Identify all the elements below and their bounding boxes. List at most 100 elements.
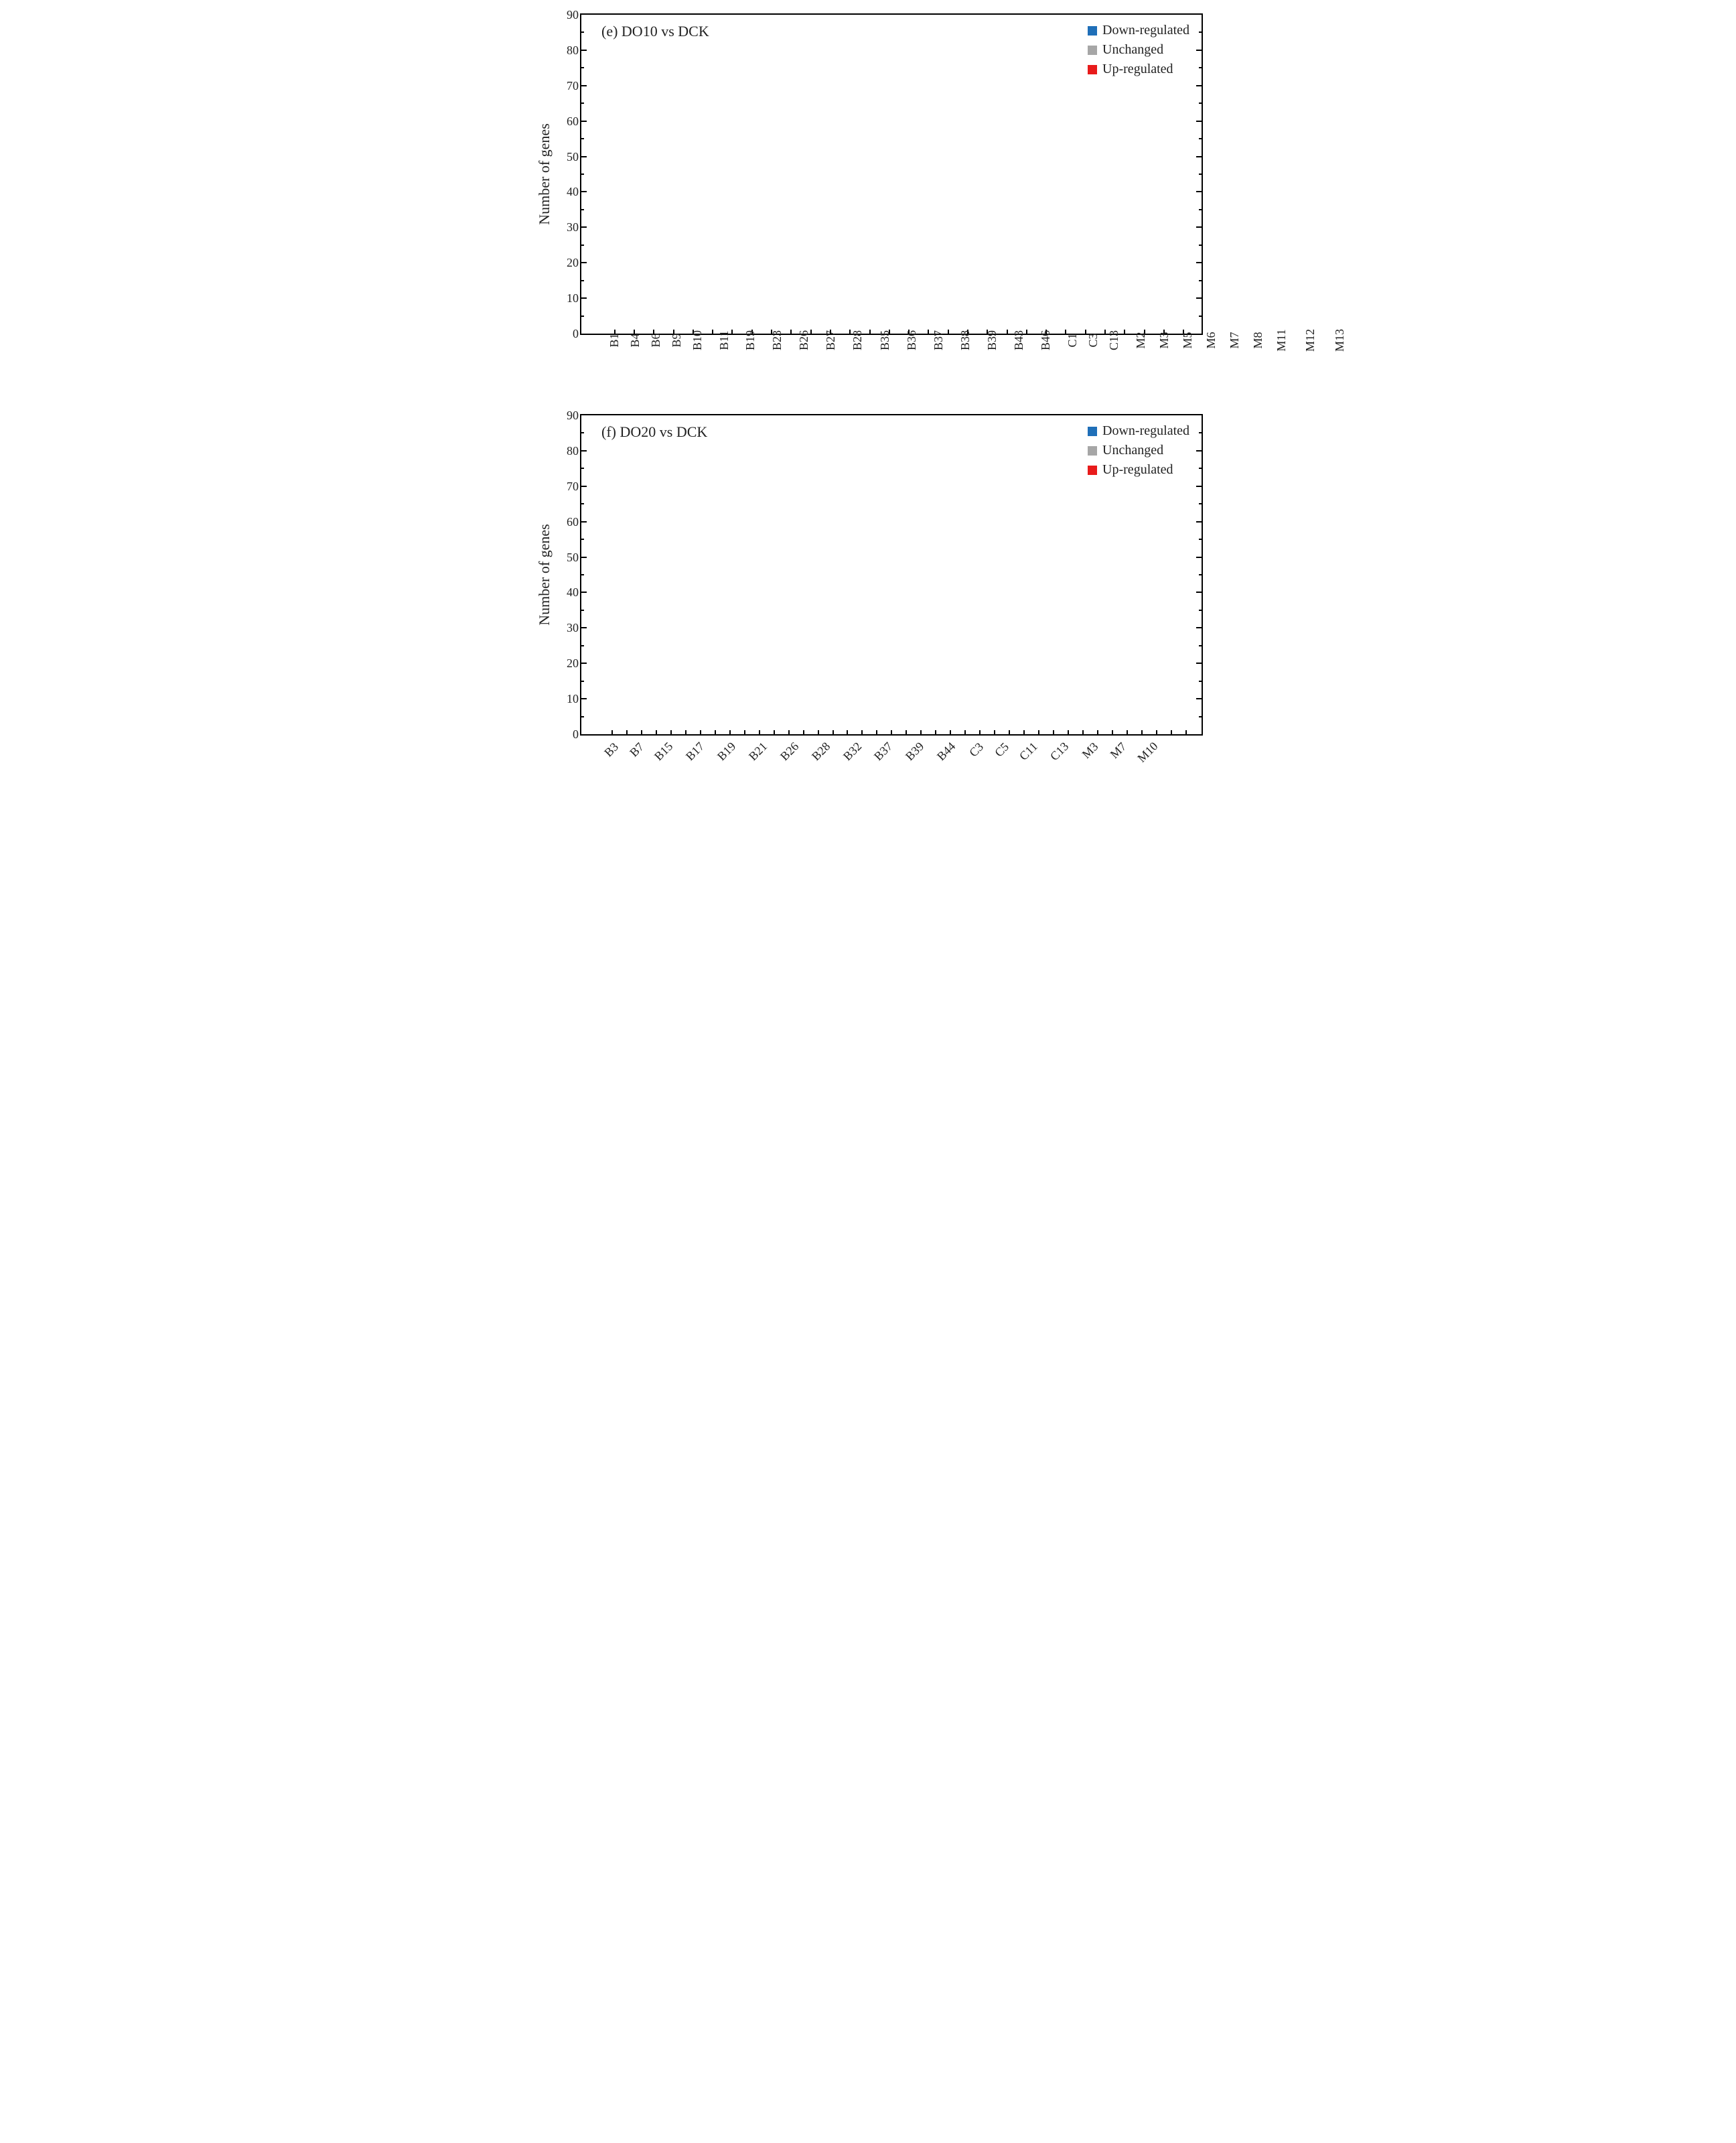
x-tick-label: M10 — [1138, 741, 1161, 781]
x-tick-mark — [964, 730, 966, 736]
x-tick-mark — [818, 730, 819, 736]
x-tick-mark — [861, 730, 863, 736]
x-tick-label — [1183, 741, 1195, 781]
y-tick-label: 80 — [560, 444, 579, 458]
x-tick-mark — [906, 730, 907, 736]
y-tick-label: 0 — [560, 728, 579, 742]
x-tick-mark — [1097, 730, 1098, 736]
x-tick-mark — [1127, 730, 1128, 736]
plot-area: Number of genes0102030405060708090(e) DO… — [580, 13, 1203, 335]
x-tick-label: B19 — [717, 741, 737, 781]
y-tick-label: 20 — [560, 256, 579, 270]
y-tick-label: 60 — [560, 515, 579, 529]
x-tick-label: M3 — [1082, 741, 1098, 781]
y-tick-label: 60 — [560, 115, 579, 129]
x-tick-mark — [920, 730, 922, 736]
x-tick-mark — [641, 730, 642, 736]
y-tick-label: 90 — [560, 8, 579, 22]
x-tick-mark — [876, 730, 877, 736]
y-axis-label: Number of genes — [536, 524, 553, 626]
x-tick-label: B21 — [749, 741, 769, 781]
x-tick-label: B1 — [603, 340, 624, 381]
x-tick-mark — [1023, 730, 1025, 736]
x-tick-mark — [774, 730, 775, 736]
x-tick-label: B27 — [820, 340, 847, 381]
x-tick-label: B43 — [1008, 340, 1035, 381]
y-tick-label: 80 — [560, 44, 579, 58]
x-tick-mark — [744, 730, 745, 736]
x-tick-label: B17 — [686, 741, 706, 781]
x-tick-label: B35 — [874, 340, 901, 381]
x-tick-label: B23 — [766, 340, 793, 381]
x-tick-label: B26 — [780, 741, 800, 781]
x-tick-label: B26 — [793, 340, 820, 381]
y-tick-label: 40 — [560, 585, 579, 600]
x-tick-mark — [700, 730, 701, 736]
bars-area — [605, 415, 1194, 734]
x-tick-mark — [847, 730, 848, 736]
y-tick-label: 10 — [560, 692, 579, 706]
chart-f: Number of genes0102030405060708090(f) DO… — [533, 414, 1203, 781]
x-tick-label: B32 — [843, 741, 863, 781]
x-tick-mark — [833, 730, 834, 736]
chart-e: Number of genes0102030405060708090(e) DO… — [533, 13, 1203, 381]
x-tick-mark — [994, 730, 995, 736]
x-tick-mark — [626, 730, 628, 736]
x-tick-label: B39 — [906, 741, 926, 781]
x-tick-mark — [803, 730, 804, 736]
x-tick-label: C3 — [968, 741, 983, 781]
x-tick-mark — [1171, 730, 1172, 736]
x-axis-labels: B3B7B15B17B19B21B26B28B32B37B39B44C3C5C1… — [580, 741, 1203, 781]
x-tick-mark — [670, 730, 672, 736]
y-tick-label: 0 — [560, 327, 579, 341]
x-tick-label: B44 — [937, 741, 957, 781]
x-tick-label: B28 — [847, 340, 873, 381]
x-tick-mark — [715, 730, 716, 736]
y-tick-label: 70 — [560, 79, 579, 93]
x-tick-mark — [1141, 730, 1143, 736]
x-tick-mark — [1009, 730, 1010, 736]
x-tick-label: B38 — [954, 340, 981, 381]
y-tick-label: 50 — [560, 551, 579, 565]
y-tick-label: 30 — [560, 621, 579, 635]
x-tick-label: B19 — [739, 340, 766, 381]
y-tick-label: 70 — [560, 480, 579, 494]
x-axis-labels: B1B4B6B9B10B11B19B23B26B27B28B35B36B37B3… — [580, 340, 1203, 381]
y-tick-label: 90 — [560, 409, 579, 423]
x-tick-mark — [611, 730, 613, 736]
x-tick-label: B37 — [874, 741, 894, 781]
plot-area: Number of genes0102030405060708090(f) DO… — [580, 414, 1203, 736]
x-tick-label: M11 — [1271, 340, 1299, 381]
y-tick-label: 50 — [560, 150, 579, 164]
x-tick-label: B37 — [928, 340, 954, 381]
x-tick-label: M13 — [1329, 340, 1358, 381]
x-tick-label: B3 — [603, 741, 618, 781]
x-tick-mark — [729, 730, 731, 736]
bars-area — [605, 15, 1194, 334]
x-tick-mark — [950, 730, 951, 736]
x-tick-label: B46 — [1035, 340, 1062, 381]
x-tick-mark — [685, 730, 686, 736]
y-tick-label: 40 — [560, 185, 579, 199]
y-tick-label: 30 — [560, 220, 579, 234]
x-tick-label: B36 — [901, 340, 928, 381]
x-tick-mark — [891, 730, 892, 736]
x-tick-mark — [1068, 730, 1069, 736]
x-tick-label: B28 — [812, 741, 832, 781]
x-tick-label: M12 — [1299, 340, 1329, 381]
x-tick-label: C13 — [1050, 741, 1070, 781]
x-tick-mark — [1082, 730, 1084, 736]
x-tick-label: B10 — [686, 340, 713, 381]
x-tick-mark — [1185, 730, 1187, 736]
y-axis-label: Number of genes — [536, 123, 553, 225]
x-tick-mark — [935, 730, 936, 736]
x-tick-label: C13 — [1103, 340, 1130, 381]
x-tick-mark — [979, 730, 981, 736]
x-tick-mark — [759, 730, 760, 736]
y-tick-label: 10 — [560, 291, 579, 305]
x-tick-label — [1172, 741, 1183, 781]
x-tick-mark — [788, 730, 790, 736]
x-tick-mark — [656, 730, 657, 736]
x-tick-label: B11 — [713, 340, 739, 381]
x-tick-mark — [1053, 730, 1054, 736]
